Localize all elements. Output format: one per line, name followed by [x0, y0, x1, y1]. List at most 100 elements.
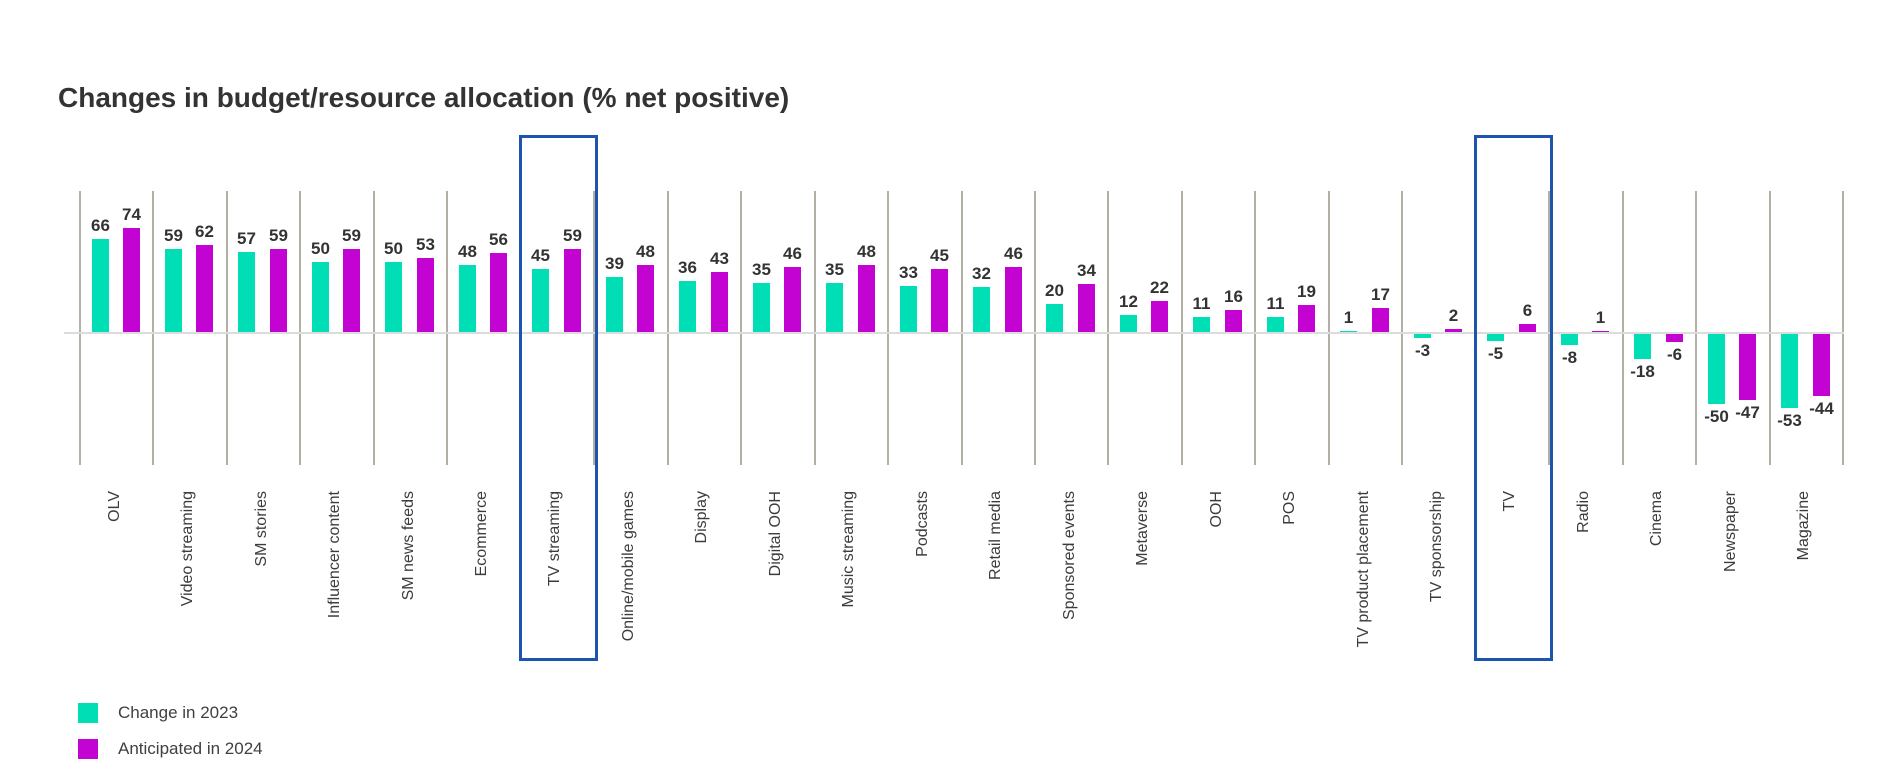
bar	[1487, 334, 1504, 341]
value-label: 1	[1595, 308, 1606, 327]
bar	[784, 267, 801, 332]
bar	[1561, 334, 1578, 345]
bar	[637, 265, 654, 332]
category-label: Sponsored events	[1061, 491, 1078, 620]
value-label: 45	[531, 246, 550, 265]
value-label: 59	[269, 226, 288, 245]
separator-line	[1548, 191, 1550, 465]
separator-line	[814, 191, 816, 465]
value-label: 59	[164, 226, 183, 245]
separator-line	[740, 191, 742, 465]
value-label: 20	[1045, 281, 1064, 300]
value-label: 19	[1297, 282, 1316, 301]
separator-line	[667, 191, 669, 465]
bar	[238, 252, 255, 332]
separator-line	[446, 191, 448, 465]
value-label: 43	[710, 249, 729, 268]
value-label: 53	[416, 235, 435, 254]
value-label: 46	[783, 244, 802, 263]
value-label: -44	[1809, 399, 1834, 418]
bar	[1005, 267, 1022, 332]
value-label: 57	[237, 229, 256, 248]
value-label: 22	[1150, 278, 1169, 297]
legend-item-2023: Change in 2023	[78, 702, 263, 723]
separator-line	[1181, 191, 1183, 465]
value-label: 50	[311, 239, 330, 258]
bar	[312, 262, 329, 332]
value-label: 74	[122, 205, 141, 224]
category-label: POS	[1281, 491, 1298, 525]
bar	[1445, 329, 1462, 332]
value-label: 36	[678, 258, 697, 277]
value-label: 50	[384, 239, 403, 258]
bar	[1372, 308, 1389, 332]
bar	[1193, 317, 1210, 332]
separator-line	[79, 191, 81, 465]
bar	[711, 272, 728, 332]
bar	[1708, 334, 1725, 404]
separator-line	[373, 191, 375, 465]
value-label: 12	[1119, 292, 1138, 311]
bar	[1666, 334, 1683, 342]
separator-line	[1622, 191, 1624, 465]
bar	[679, 281, 696, 332]
bar	[385, 262, 402, 332]
bar	[417, 258, 434, 332]
category-label: TV sponsorship	[1428, 491, 1445, 603]
category-label: Video streaming	[179, 491, 196, 607]
category-label: Metaverse	[1134, 491, 1151, 566]
legend-item-2024: Anticipated in 2024	[78, 738, 263, 759]
bar	[606, 277, 623, 332]
value-label: 59	[342, 226, 361, 245]
bar	[1225, 310, 1242, 332]
value-label: 6	[1522, 301, 1533, 320]
value-label: 11	[1192, 294, 1211, 313]
category-label: Newspaper	[1722, 491, 1739, 572]
legend-swatch-2024	[78, 738, 98, 759]
bar	[1046, 304, 1063, 332]
category-label: SM news feeds	[400, 491, 417, 601]
legend: Change in 2023 Anticipated in 2024	[78, 702, 263, 773]
value-label: 45	[930, 246, 949, 265]
zero-baseline	[64, 332, 1844, 334]
bar	[490, 253, 507, 332]
separator-line	[887, 191, 889, 465]
separator-line	[152, 191, 154, 465]
bar	[1340, 331, 1357, 332]
separator-line	[226, 191, 228, 465]
bar	[1267, 317, 1284, 332]
bar	[459, 265, 476, 332]
value-label: 34	[1077, 261, 1096, 280]
value-label: 48	[458, 242, 477, 261]
value-label: 48	[857, 242, 876, 261]
value-label: -53	[1777, 411, 1802, 430]
category-label: Podcasts	[914, 491, 931, 557]
category-label: Magazine	[1795, 491, 1812, 561]
value-label: 11	[1266, 294, 1285, 313]
separator-line	[1254, 191, 1256, 465]
separator-line	[1695, 191, 1697, 465]
highlight-box	[519, 135, 598, 661]
category-label: Music streaming	[840, 491, 857, 608]
bar	[1120, 315, 1137, 332]
separator-line	[593, 191, 595, 465]
value-label: 35	[752, 260, 771, 279]
category-label: Retail media	[987, 491, 1004, 580]
value-label: -47	[1735, 403, 1760, 422]
bar	[123, 228, 140, 332]
separator-line	[1107, 191, 1109, 465]
legend-label-2023: Change in 2023	[118, 702, 239, 722]
bar	[900, 286, 917, 332]
separator-line	[961, 191, 963, 465]
legend-swatch-2023	[78, 702, 98, 723]
legend-label-2024: Anticipated in 2024	[118, 738, 263, 758]
highlight-box	[1474, 135, 1553, 661]
bar	[1151, 301, 1168, 332]
category-label: Influencer content	[326, 491, 343, 619]
value-label: 32	[972, 264, 991, 283]
separator-line	[1401, 191, 1403, 465]
bar	[343, 249, 360, 332]
bar	[1813, 334, 1830, 396]
bar	[1298, 305, 1315, 332]
